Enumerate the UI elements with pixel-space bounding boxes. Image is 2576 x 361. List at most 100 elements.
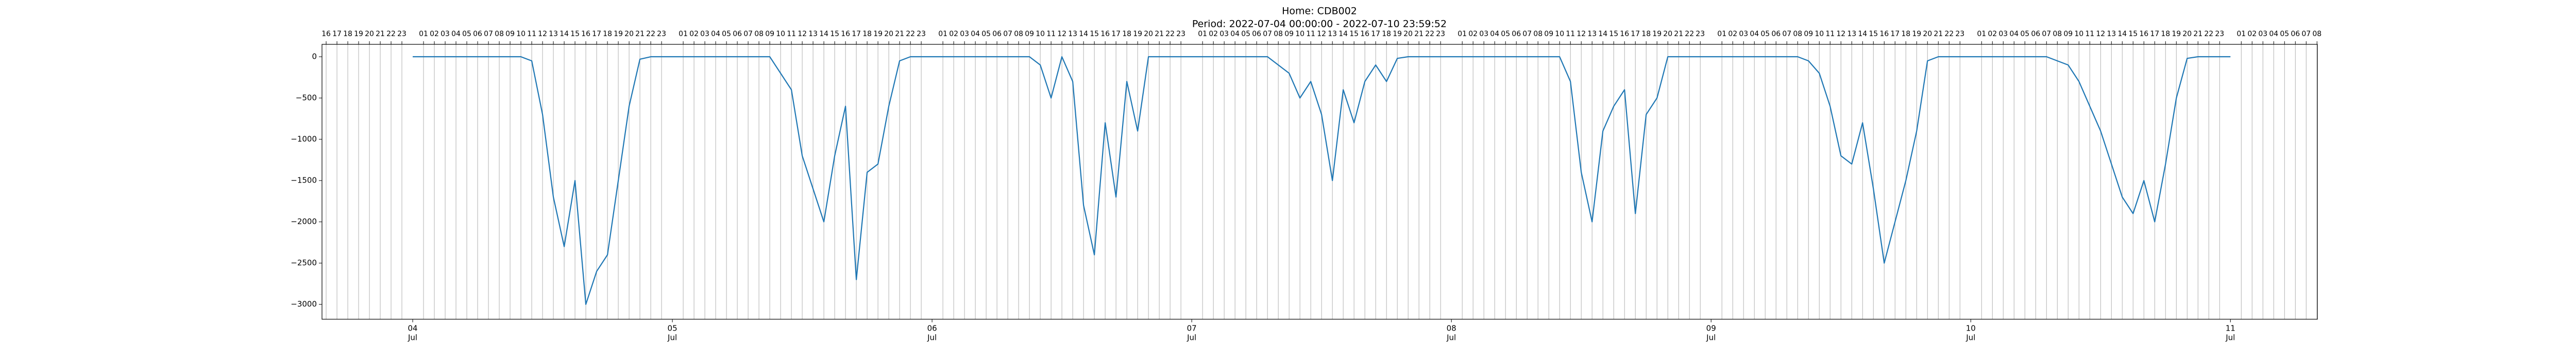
x2-tick-label: 22 xyxy=(1685,30,1694,38)
x2-tick-label: 17 xyxy=(1890,30,1900,38)
x2-tick-label: 04 xyxy=(711,30,720,38)
x2-tick-label: 18 xyxy=(343,30,352,38)
x2-tick-label: 21 xyxy=(1934,30,1943,38)
x2-tick-label: 15 xyxy=(1090,30,1099,38)
x-tick-label: Jul xyxy=(1965,333,1975,342)
x2-tick-label: 02 xyxy=(689,30,699,38)
x2-tick-label: 08 xyxy=(2312,30,2321,38)
x2-tick-label: 02 xyxy=(2247,30,2257,38)
x2-tick-label: 22 xyxy=(646,30,655,38)
x2-tick-label: 08 xyxy=(2053,30,2062,38)
x2-tick-label: 10 xyxy=(516,30,526,38)
x2-tick-label: 09 xyxy=(2063,30,2073,38)
x2-tick-label: 05 xyxy=(462,30,471,38)
x2-tick-label: 21 xyxy=(635,30,645,38)
x2-tick-label: 05 xyxy=(1760,30,1770,38)
x2-tick-label: 21 xyxy=(2193,30,2202,38)
x2-tick-label: 06 xyxy=(1252,30,1261,38)
x2-tick-label: 16 xyxy=(581,30,590,38)
x2-tick-label: 03 xyxy=(1479,30,1488,38)
x2-tick-label: 04 xyxy=(1490,30,1499,38)
x2-tick-label: 07 xyxy=(2301,30,2311,38)
x2-tick-label: 15 xyxy=(1869,30,1878,38)
x2-tick-label: 16 xyxy=(321,30,331,38)
x2-tick-label: 16 xyxy=(2139,30,2148,38)
x2-tick-label: 22 xyxy=(2204,30,2213,38)
x2-tick-label: 14 xyxy=(1338,30,1348,38)
x2-tick-label: 23 xyxy=(397,30,406,38)
x2-tick-label: 14 xyxy=(1079,30,1088,38)
x2-tick-label: 21 xyxy=(1674,30,1683,38)
x2-tick-label: 05 xyxy=(722,30,731,38)
x2-tick-label: 10 xyxy=(1036,30,1045,38)
x2-tick-label: 12 xyxy=(1057,30,1066,38)
x-tick-label: Jul xyxy=(1446,333,1456,342)
x2-tick-label: 10 xyxy=(1815,30,1824,38)
x2-tick-label: 04 xyxy=(971,30,980,38)
x2-tick-label: 07 xyxy=(2042,30,2051,38)
x2-tick-label: 09 xyxy=(505,30,515,38)
x2-tick-label: 12 xyxy=(1577,30,1586,38)
x2-tick-label: 19 xyxy=(873,30,883,38)
x2-tick-label: 01 xyxy=(938,30,947,38)
x-tick-label: 11 xyxy=(2226,324,2235,333)
x2-tick-label: 02 xyxy=(430,30,439,38)
x-tick-label: Jul xyxy=(927,333,937,342)
x2-tick-label: 23 xyxy=(1696,30,1705,38)
x2-tick-label: 20 xyxy=(624,30,634,38)
chart-subtitle: Period: 2022-07-04 00:00:00 - 2022-07-10… xyxy=(1192,19,1447,30)
x2-tick-label: 01 xyxy=(1198,30,1207,38)
x2-tick-label: 04 xyxy=(451,30,461,38)
x2-tick-label: 11 xyxy=(1825,30,1835,38)
x2-tick-label: 01 xyxy=(1717,30,1726,38)
x2-tick-label: 08 xyxy=(1014,30,1023,38)
x2-tick-label: 13 xyxy=(1068,30,1077,38)
x2-tick-label: 10 xyxy=(1555,30,1564,38)
x2-tick-label: 03 xyxy=(1998,30,2008,38)
axes-frame xyxy=(321,44,2318,320)
x2-tick-label: 23 xyxy=(1955,30,1964,38)
x2-tick-label: 23 xyxy=(2215,30,2224,38)
x2-tick-label: 01 xyxy=(1977,30,1986,38)
x2-tick-label: 16 xyxy=(1879,30,1889,38)
x2-tick-label: 14 xyxy=(1598,30,1607,38)
x2-tick-label: 15 xyxy=(1609,30,1618,38)
x2-tick-label: 17 xyxy=(1631,30,1640,38)
x2-tick-label: 03 xyxy=(1219,30,1229,38)
x2-tick-label: 23 xyxy=(1436,30,1445,38)
x-tick-label: Jul xyxy=(408,333,417,342)
x2-tick-label: 08 xyxy=(1793,30,1802,38)
x2-tick-label: 14 xyxy=(2117,30,2127,38)
x2-tick-label: 21 xyxy=(1414,30,1423,38)
y-tick-label: −2000 xyxy=(291,217,317,226)
x2-tick-label: 11 xyxy=(1566,30,1575,38)
x2-tick-label: 18 xyxy=(2161,30,2170,38)
x2-tick-label: 02 xyxy=(1988,30,1997,38)
x2-tick-label: 02 xyxy=(1468,30,1478,38)
x2-tick-label: 09 xyxy=(1284,30,1294,38)
x2-tick-label: 05 xyxy=(2280,30,2289,38)
x2-tick-label: 09 xyxy=(1544,30,1553,38)
x2-tick-label: 12 xyxy=(2096,30,2105,38)
x2-tick-label: 13 xyxy=(808,30,818,38)
x2-tick-label: 09 xyxy=(1804,30,1813,38)
x2-tick-label: 20 xyxy=(1144,30,1153,38)
x-tick-label: 09 xyxy=(1706,324,1716,333)
x2-tick-label: 06 xyxy=(733,30,742,38)
x2-tick-label: 08 xyxy=(1533,30,1543,38)
x2-tick-label: 08 xyxy=(754,30,764,38)
x2-tick-label: 12 xyxy=(538,30,547,38)
x2-tick-label: 20 xyxy=(1403,30,1413,38)
x2-tick-label: 22 xyxy=(1165,30,1175,38)
x2-tick-label: 03 xyxy=(1739,30,1748,38)
x2-tick-label: 08 xyxy=(495,30,504,38)
x-tick-label: Jul xyxy=(667,333,677,342)
x-tick-label: 10 xyxy=(1966,324,1976,333)
x2-tick-label: 17 xyxy=(852,30,861,38)
x2-tick-label: 20 xyxy=(1923,30,1932,38)
x2-tick-label: 02 xyxy=(949,30,958,38)
x2-tick-label: 19 xyxy=(354,30,363,38)
x-tick-label: Jul xyxy=(2225,333,2235,342)
x2-tick-label: 06 xyxy=(473,30,482,38)
x2-tick-label: 13 xyxy=(1587,30,1597,38)
